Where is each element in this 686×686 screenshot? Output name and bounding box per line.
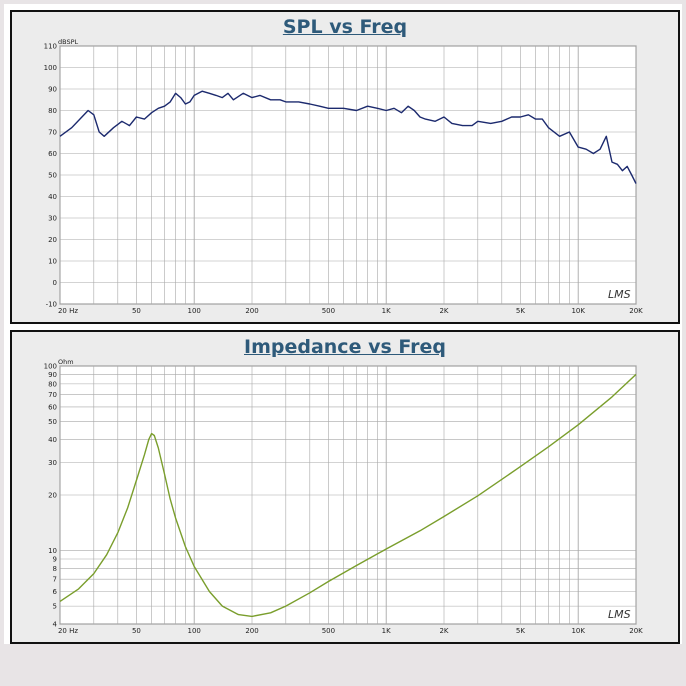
x-tick-label: 2K bbox=[439, 627, 448, 635]
image-canvas: SPL vs Freq -10 0 10 20 30 40 50 60 70 80 90 100 110… bbox=[4, 4, 682, 644]
y-tick-label: 8 bbox=[53, 565, 57, 573]
spl-chart-panel: SPL vs Freq -10 0 10 20 30 40 50 60 70 80 90 100 110… bbox=[10, 10, 680, 324]
y-tick-label: 80 bbox=[48, 380, 57, 388]
x-tick-label: 20K bbox=[629, 627, 643, 635]
y-tick-label: 70 bbox=[48, 129, 57, 137]
y-tick-label: 6 bbox=[53, 588, 58, 596]
y-tick-label: 70 bbox=[48, 391, 57, 399]
y-tick-label: -10 bbox=[46, 301, 57, 309]
y-tick-label: 20 bbox=[48, 492, 57, 500]
x-tick-label: 500 bbox=[322, 627, 335, 635]
impedance-chart-panel: Impedance vs Freq 4 5 6 7 8 9 10 20 30 40 50 60 70 80… bbox=[10, 330, 680, 644]
y-tick-label: 90 bbox=[48, 371, 57, 379]
x-tick-label: 500 bbox=[322, 307, 335, 315]
x-tick-label: 100 bbox=[188, 307, 201, 315]
y-tick-label: 60 bbox=[48, 403, 57, 411]
series-line bbox=[59, 373, 637, 618]
x-tick-label: 20 Hz bbox=[58, 307, 78, 315]
x-tick-label: 1K bbox=[382, 307, 391, 315]
x-tick-label: 100 bbox=[188, 627, 201, 635]
y-tick-label: 5 bbox=[53, 603, 57, 611]
chart-title: SPL vs Freq bbox=[282, 16, 408, 38]
y-tick-label: 40 bbox=[48, 193, 57, 201]
y-tick-label: 20 bbox=[48, 236, 57, 244]
x-tick-label: 20 Hz bbox=[58, 627, 78, 635]
y-tick-label: 40 bbox=[48, 436, 57, 444]
y-tick-label: 50 bbox=[48, 172, 57, 180]
y-axis-label: dBSPL bbox=[58, 38, 79, 46]
series-line bbox=[59, 90, 637, 184]
y-tick-label: 10 bbox=[48, 547, 57, 555]
y-tick-label: 7 bbox=[53, 576, 57, 584]
y-tick-label: 110 bbox=[44, 43, 57, 51]
y-tick-label: 80 bbox=[48, 107, 57, 115]
x-tick-label: 200 bbox=[245, 627, 258, 635]
y-tick-label: 30 bbox=[48, 215, 57, 223]
y-tick-label: 50 bbox=[48, 418, 57, 426]
y-tick-label: 100 bbox=[44, 64, 57, 72]
chart-title: Impedance vs Freq bbox=[244, 336, 446, 358]
spl-chart: -10 0 10 20 30 40 50 60 70 80 90 100 110 20 Hz 50 100 20… bbox=[44, 38, 644, 315]
lms-watermark: LMS bbox=[608, 608, 631, 621]
y-tick-label: 100 bbox=[44, 363, 57, 371]
y-tick-label: 9 bbox=[53, 556, 57, 564]
lms-watermark: LMS bbox=[608, 288, 631, 301]
y-tick-label: 60 bbox=[48, 150, 57, 158]
y-tick-label: 90 bbox=[48, 86, 57, 94]
y-tick-label: 0 bbox=[53, 279, 57, 287]
y-axis-label: Ohm bbox=[58, 358, 74, 366]
x-tick-label: 50 bbox=[132, 307, 141, 315]
x-tick-label: 5K bbox=[516, 307, 525, 315]
x-tick-label: 2K bbox=[439, 307, 448, 315]
y-tick-label: 30 bbox=[48, 459, 57, 467]
x-tick-label: 50 bbox=[132, 627, 141, 635]
y-tick-label: 10 bbox=[48, 258, 57, 266]
x-tick-label: 10K bbox=[571, 307, 585, 315]
x-tick-label: 5K bbox=[516, 627, 525, 635]
x-tick-label: 1K bbox=[382, 627, 391, 635]
x-tick-label: 10K bbox=[571, 627, 585, 635]
x-tick-label: 20K bbox=[629, 307, 643, 315]
x-tick-label: 200 bbox=[245, 307, 258, 315]
y-tick-label: 4 bbox=[53, 621, 58, 629]
